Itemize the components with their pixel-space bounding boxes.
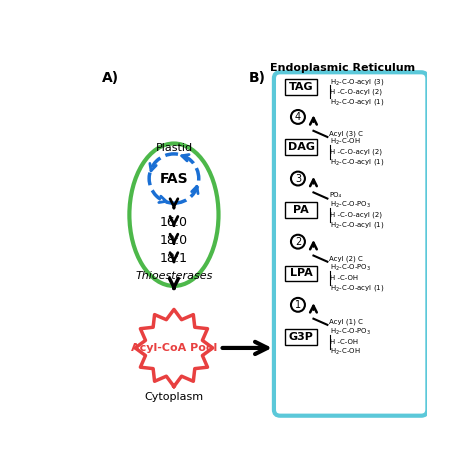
Text: H$_2$-C-O-acyl (1): H$_2$-C-O-acyl (1) — [330, 156, 385, 166]
Text: H$_2$-C-O-acyl (3): H$_2$-C-O-acyl (3) — [330, 76, 385, 87]
Text: H$_2$-C-O-PO$_3$: H$_2$-C-O-PO$_3$ — [330, 327, 372, 337]
Text: Plastid: Plastid — [155, 143, 192, 153]
Text: 2: 2 — [295, 237, 301, 246]
Text: H$_2$-C-O-acyl (1): H$_2$-C-O-acyl (1) — [330, 283, 385, 293]
Text: FAS: FAS — [160, 172, 188, 185]
Text: Acyl (2) C: Acyl (2) C — [329, 255, 363, 262]
Text: TAG: TAG — [289, 82, 313, 92]
Text: H$_2$-C-O-PO$_3$: H$_2$-C-O-PO$_3$ — [330, 200, 372, 210]
Text: 16:0: 16:0 — [160, 216, 188, 229]
Text: H -C-O-acyl (2): H -C-O-acyl (2) — [330, 211, 383, 218]
Text: 3: 3 — [295, 173, 301, 183]
Text: DAG: DAG — [288, 142, 315, 152]
Text: Endoplasmic Reticulum: Endoplasmic Reticulum — [270, 63, 415, 73]
Text: 18:1: 18:1 — [160, 252, 188, 264]
Text: Acyl (1) C: Acyl (1) C — [329, 319, 363, 325]
Text: Acyl-CoA Pool: Acyl-CoA Pool — [131, 343, 217, 353]
Text: B): B) — [249, 71, 266, 85]
Text: H -C-OH: H -C-OH — [330, 275, 359, 281]
Text: PO₄: PO₄ — [329, 192, 341, 199]
Text: Cytoplasm: Cytoplasm — [145, 392, 203, 402]
Text: G3P: G3P — [289, 332, 313, 342]
Text: H -C-O-acyl (2): H -C-O-acyl (2) — [330, 88, 383, 95]
Polygon shape — [135, 310, 213, 386]
Text: H$_2$-C-O-acyl (1): H$_2$-C-O-acyl (1) — [330, 97, 385, 107]
Text: H$_2$-C-OH: H$_2$-C-OH — [330, 346, 361, 357]
Text: H$_2$-C-OH: H$_2$-C-OH — [330, 137, 361, 146]
Text: PA: PA — [293, 205, 309, 215]
Text: A): A) — [102, 71, 119, 85]
Text: 1: 1 — [295, 300, 301, 310]
Text: H -C-O-acyl (2): H -C-O-acyl (2) — [330, 148, 383, 155]
Text: 18:0: 18:0 — [160, 234, 188, 247]
Text: 4: 4 — [295, 112, 301, 122]
Text: H$_2$-C-O-PO$_3$: H$_2$-C-O-PO$_3$ — [330, 263, 372, 273]
Text: Thioesterases: Thioesterases — [135, 271, 213, 281]
Text: H -C-OH: H -C-OH — [330, 339, 359, 345]
Text: H$_2$-C-O-acyl (1): H$_2$-C-O-acyl (1) — [330, 220, 385, 230]
Text: LPA: LPA — [290, 268, 312, 278]
Text: Acyl (3) C: Acyl (3) C — [329, 131, 363, 137]
